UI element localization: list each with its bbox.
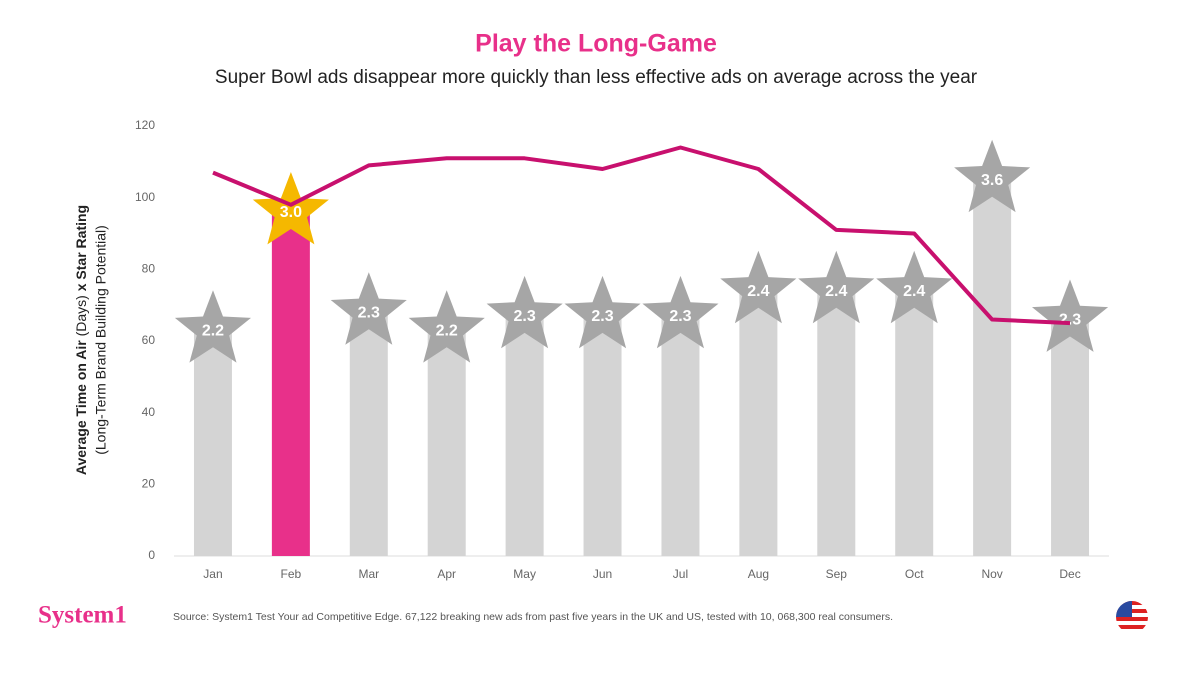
x-tick-label: Oct <box>905 567 924 581</box>
star <box>486 275 563 349</box>
y-label-part: x Star Rating <box>73 205 89 291</box>
bar <box>427 330 466 556</box>
star-label: 2.4 <box>747 283 769 300</box>
y-axis-title-line: (Long-Term Brand Building Potential) <box>93 225 109 455</box>
star <box>720 250 797 324</box>
star-label: 2.2 <box>202 322 224 339</box>
star <box>798 250 875 324</box>
source-note: Source: System1 Test Your ad Competitive… <box>173 611 893 623</box>
y-tick-label: 60 <box>142 333 156 347</box>
star-label: 2.2 <box>436 322 458 339</box>
star-label: 2.4 <box>825 283 847 300</box>
star-label: 2.4 <box>903 283 925 300</box>
star-label: 2.3 <box>358 305 380 322</box>
chart-title: Play the Long-Game <box>475 30 717 58</box>
x-tick-label: Jan <box>203 567 222 581</box>
bar <box>349 312 388 556</box>
us-flag <box>1116 601 1148 633</box>
y-tick-label: 80 <box>142 262 156 276</box>
bar <box>817 290 856 556</box>
x-tick-label: Jul <box>673 567 688 581</box>
x-tick-label: Dec <box>1059 567 1080 581</box>
y-tick-label: 0 <box>148 548 155 562</box>
logo: System1 <box>38 602 127 629</box>
x-tick-label: Feb <box>281 567 302 581</box>
star <box>330 272 407 345</box>
bar <box>193 330 232 556</box>
bar <box>895 290 934 556</box>
y-axis-title: Average Time on Air (Days) x Star Rating… <box>73 205 109 475</box>
star-label: 3.0 <box>280 204 302 221</box>
bar <box>739 290 778 556</box>
bar <box>973 179 1012 556</box>
star <box>876 250 953 324</box>
star <box>1032 279 1109 352</box>
y-tick-label: 20 <box>142 477 156 491</box>
star-label: 2.3 <box>1059 312 1081 329</box>
x-tick-label: Jun <box>593 567 612 581</box>
star <box>252 172 329 245</box>
plot-area: 0 20 40 60 80 100 120 Jan Feb Mar Apr May Jun Jul Aug S… <box>135 118 1109 581</box>
star-label: 2.3 <box>669 308 691 325</box>
line-series <box>212 145 1071 326</box>
star <box>642 275 719 349</box>
star <box>564 275 641 349</box>
bar <box>505 315 544 556</box>
star <box>174 290 251 363</box>
bar <box>1051 319 1090 556</box>
bar <box>271 212 310 556</box>
chart-subtitle: Super Bowl ads disappear more quickly th… <box>215 67 978 88</box>
star-label: 2.3 <box>514 308 536 325</box>
bar <box>661 315 700 556</box>
star <box>954 139 1031 213</box>
x-tick-label: Mar <box>358 567 379 581</box>
x-tick-label: Sep <box>826 567 848 581</box>
y-tick-label: 40 <box>142 405 156 419</box>
x-tick-label: Nov <box>981 567 1002 581</box>
x-tick-label: Apr <box>437 567 456 581</box>
y-label-part: (Days) <box>73 295 89 336</box>
y-tick-label: 100 <box>135 190 155 204</box>
star <box>408 290 485 363</box>
star-label: 3.6 <box>981 172 1003 189</box>
x-tick-label: May <box>513 567 536 581</box>
y-tick-label: 120 <box>135 118 155 132</box>
star-label: 2.3 <box>591 308 613 325</box>
bar <box>583 315 622 556</box>
y-label-part: Average Time on Air <box>73 340 89 475</box>
y-axis-title-line: Average Time on Air (Days) x Star Rating <box>73 205 89 475</box>
x-tick-label: Aug <box>748 567 769 581</box>
